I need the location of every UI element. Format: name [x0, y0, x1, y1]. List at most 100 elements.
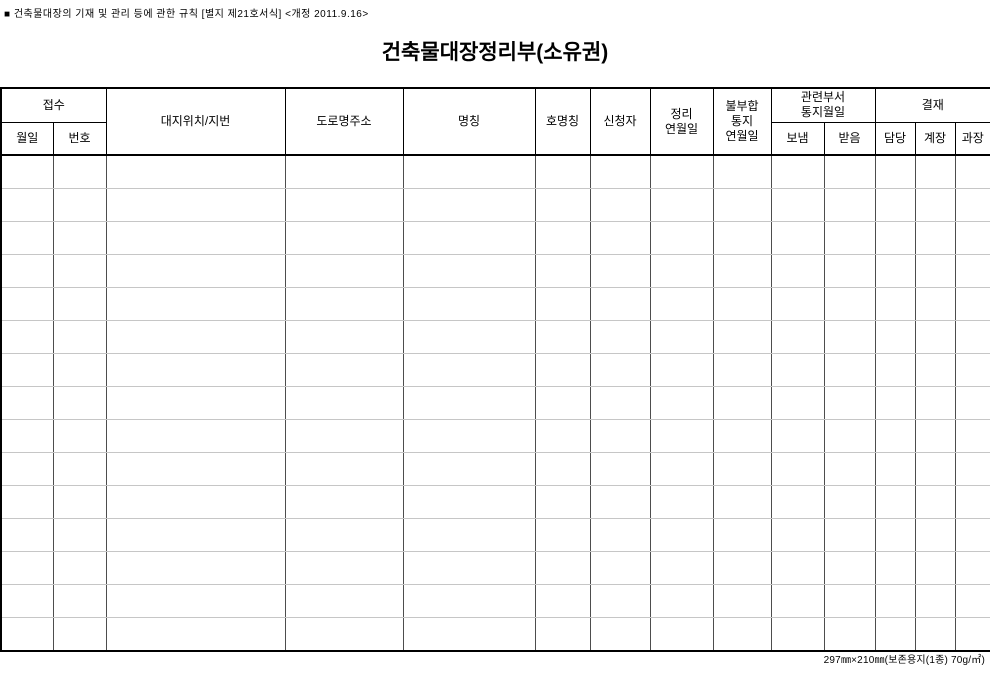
empty-cell: [0, 353, 54, 387]
empty-cell: [823, 287, 876, 321]
empty-cell: [649, 287, 714, 321]
empty-cell: [770, 452, 825, 486]
empty-cell: [954, 452, 990, 486]
empty-cell: [914, 320, 956, 354]
empty-cell: [649, 518, 714, 552]
empty-cell: [52, 320, 107, 354]
empty-cell: [52, 154, 107, 189]
col-header-applicant: 신청자: [589, 87, 651, 156]
empty-cell: [284, 254, 404, 288]
empty-cell: [105, 386, 286, 420]
empty-cell: [402, 188, 536, 222]
empty-cell: [589, 320, 651, 354]
empty-cell: [874, 287, 916, 321]
empty-cell: [534, 386, 591, 420]
empty-cell: [874, 419, 916, 453]
empty-cell: [589, 154, 651, 189]
empty-cell: [770, 221, 825, 255]
empty-cell: [589, 584, 651, 618]
empty-cell: [105, 353, 286, 387]
empty-cell: [402, 353, 536, 387]
empty-cell: [770, 353, 825, 387]
empty-cell: [914, 419, 956, 453]
empty-cell: [284, 287, 404, 321]
empty-cell: [874, 221, 916, 255]
empty-cell: [0, 221, 54, 255]
empty-cell: [402, 386, 536, 420]
empty-cell: [105, 551, 286, 585]
empty-cell: [914, 452, 956, 486]
empty-cell: [954, 518, 990, 552]
empty-cell: [874, 452, 916, 486]
col-header-site-location: 대지위치/지번: [105, 87, 286, 156]
empty-cell: [284, 452, 404, 486]
col-header-receipt-number: 번호: [52, 121, 107, 156]
empty-cell: [402, 485, 536, 519]
empty-cell: [534, 551, 591, 585]
regulation-reference-note: ■ 건축물대장의 기재 및 관리 등에 관한 규칙 [별지 제21호서식] <개…: [4, 9, 369, 20]
empty-cell: [874, 188, 916, 222]
empty-cell: [914, 551, 956, 585]
empty-cell: [589, 353, 651, 387]
empty-cell: [402, 518, 536, 552]
empty-cell: [649, 188, 714, 222]
empty-cell: [954, 419, 990, 453]
empty-cell: [712, 518, 772, 552]
empty-cell: [402, 584, 536, 618]
empty-cell: [770, 419, 825, 453]
empty-cell: [914, 287, 956, 321]
empty-cell: [589, 386, 651, 420]
empty-cell: [402, 617, 536, 652]
empty-cell: [402, 154, 536, 189]
col-header-building-name: 명칭: [402, 87, 536, 156]
empty-cell: [954, 584, 990, 618]
empty-cell: [0, 188, 54, 222]
empty-cell: [534, 485, 591, 519]
empty-cell: [534, 254, 591, 288]
table-row: [0, 518, 990, 552]
empty-cell: [914, 485, 956, 519]
empty-cell: [874, 485, 916, 519]
empty-cell: [770, 254, 825, 288]
table-row: [0, 188, 990, 222]
empty-cell: [712, 551, 772, 585]
empty-cell: [105, 452, 286, 486]
empty-cell: [914, 584, 956, 618]
empty-cell: [914, 254, 956, 288]
col-header-road-address: 도로명주소: [284, 87, 404, 156]
empty-cell: [105, 154, 286, 189]
table-row: [0, 386, 990, 420]
empty-cell: [534, 518, 591, 552]
empty-cell: [954, 287, 990, 321]
empty-cell: [534, 154, 591, 189]
empty-cell: [284, 353, 404, 387]
empty-cell: [823, 452, 876, 486]
empty-cell: [649, 617, 714, 652]
col-header-division-chief: 과장: [954, 121, 990, 156]
empty-cell: [649, 485, 714, 519]
empty-cell: [105, 518, 286, 552]
table-row: [0, 320, 990, 354]
empty-cell: [823, 419, 876, 453]
empty-cell: [589, 617, 651, 652]
empty-cell: [874, 320, 916, 354]
empty-cell: [105, 617, 286, 652]
empty-cell: [589, 254, 651, 288]
empty-cell: [712, 584, 772, 618]
col-header-staff: 담당: [874, 121, 916, 156]
table-row: [0, 584, 990, 618]
empty-cell: [914, 353, 956, 387]
empty-cell: [770, 617, 825, 652]
empty-cell: [770, 287, 825, 321]
empty-cell: [52, 452, 107, 486]
table-row: [0, 452, 990, 486]
empty-cell: [712, 353, 772, 387]
empty-cell: [0, 287, 54, 321]
table-row: [0, 154, 990, 189]
table-row: [0, 254, 990, 288]
col-header-related-dept-notice-group: 관련부서 통지월일: [770, 87, 876, 123]
table-row: [0, 551, 990, 585]
empty-cell: [954, 254, 990, 288]
empty-cell: [649, 419, 714, 453]
empty-cell: [534, 221, 591, 255]
